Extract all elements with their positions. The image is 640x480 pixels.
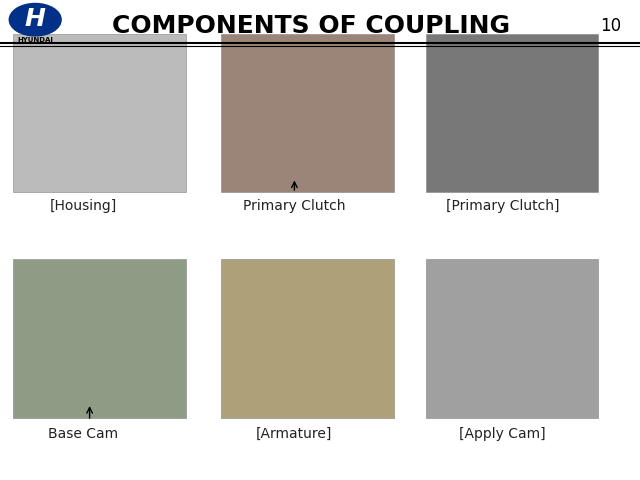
Text: [Housing]: [Housing] <box>49 199 117 213</box>
FancyBboxPatch shape <box>426 259 598 418</box>
Text: Primary Clutch: Primary Clutch <box>243 199 346 213</box>
Text: COMPONENTS OF COUPLING: COMPONENTS OF COUPLING <box>112 14 510 38</box>
FancyBboxPatch shape <box>221 259 394 418</box>
Text: [Armature]: [Armature] <box>256 427 333 441</box>
Text: Base Cam: Base Cam <box>48 427 118 441</box>
Text: 10: 10 <box>600 17 621 36</box>
Text: H: H <box>25 7 45 31</box>
Text: [Apply Cam]: [Apply Cam] <box>459 427 546 441</box>
FancyBboxPatch shape <box>13 34 186 192</box>
Text: [Primary Clutch]: [Primary Clutch] <box>445 199 559 213</box>
Ellipse shape <box>9 3 61 36</box>
FancyBboxPatch shape <box>221 34 394 192</box>
FancyBboxPatch shape <box>13 259 186 418</box>
Text: HYUNDAI: HYUNDAI <box>17 37 53 43</box>
FancyBboxPatch shape <box>426 34 598 192</box>
